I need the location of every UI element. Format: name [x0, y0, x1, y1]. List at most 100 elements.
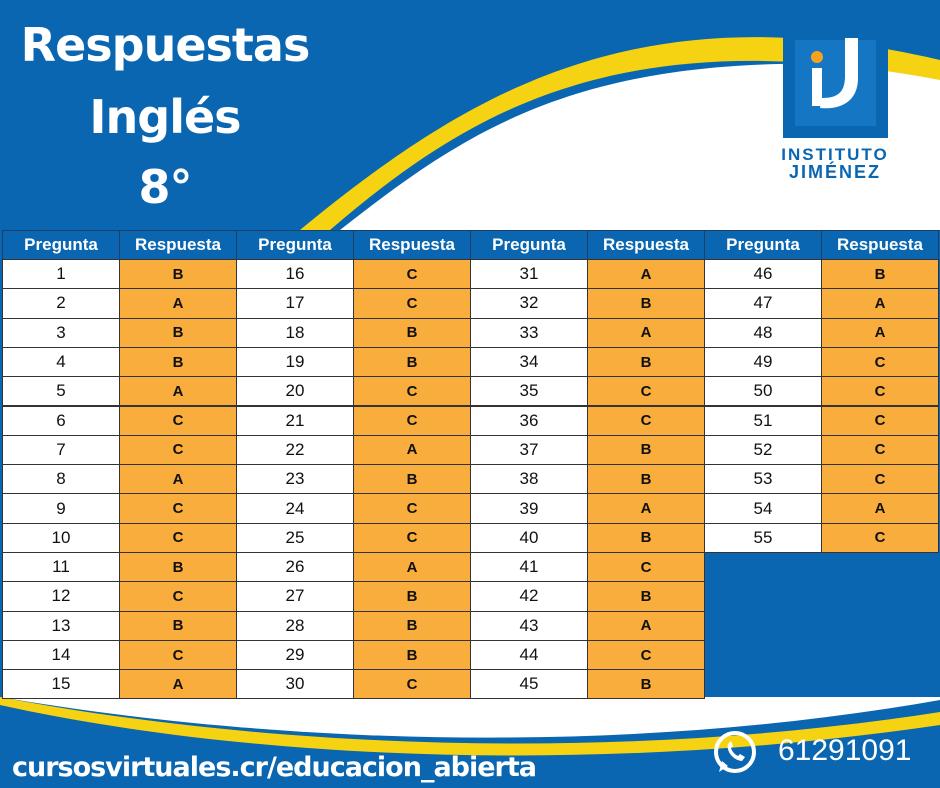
answer-letter: B — [353, 581, 471, 612]
answer-letter: B — [119, 346, 237, 378]
question-number: 18 — [236, 317, 354, 348]
answer-letter: B — [119, 552, 237, 583]
question-number: 3 — [2, 317, 120, 348]
answer-letter: C — [119, 581, 237, 612]
question-number: 53 — [704, 464, 822, 495]
answer-letter: C — [821, 434, 939, 466]
answer-letter: C — [353, 522, 471, 553]
answer-letter: A — [353, 434, 471, 466]
answer-letter: B — [119, 317, 237, 348]
whatsapp-icon — [714, 731, 756, 773]
question-number: 35 — [470, 376, 588, 407]
question-number: 13 — [2, 610, 120, 641]
answer-letter: A — [587, 317, 705, 348]
answer-letter: A — [821, 317, 939, 348]
footer-phone: 61291091 — [778, 734, 912, 767]
question-number: 11 — [2, 552, 120, 583]
answer-letter: A — [119, 288, 237, 319]
answer-letter: C — [353, 259, 471, 290]
question-number: 55 — [704, 522, 822, 553]
question-number: 41 — [470, 552, 588, 583]
answer-letter: B — [587, 464, 705, 495]
answer-letter: B — [587, 288, 705, 319]
answer-letter: A — [587, 493, 705, 524]
question-number: 20 — [236, 376, 354, 407]
question-number: 2 — [2, 288, 120, 319]
answer-letter: C — [119, 405, 237, 436]
column-header: Pregunta — [470, 230, 588, 260]
column-header: Respuesta — [353, 230, 471, 260]
answer-letter: B — [353, 346, 471, 378]
question-number: 32 — [470, 288, 588, 319]
title-line: Respuestas — [20, 18, 311, 72]
answer-letter: A — [587, 259, 705, 290]
question-number: 5 — [2, 376, 120, 407]
question-number: 29 — [236, 639, 354, 671]
answer-letter: C — [119, 522, 237, 553]
answer-letter: A — [119, 669, 237, 700]
question-number: 34 — [470, 346, 588, 378]
question-number: 45 — [470, 669, 588, 700]
question-number: 8 — [2, 464, 120, 495]
question-number: 22 — [236, 434, 354, 466]
answer-letter: A — [119, 376, 237, 407]
question-number: 30 — [236, 669, 354, 700]
question-number: 4 — [2, 346, 120, 378]
answer-letter: C — [821, 346, 939, 378]
question-number: 54 — [704, 493, 822, 524]
answer-letter: B — [353, 610, 471, 641]
question-number: 47 — [704, 288, 822, 319]
title-line: 8° — [138, 160, 192, 214]
question-number: 26 — [236, 552, 354, 583]
question-number: 19 — [236, 346, 354, 378]
column-header: Pregunta — [2, 230, 120, 260]
question-number: 46 — [704, 259, 822, 290]
answer-letter: C — [119, 434, 237, 466]
question-number: 40 — [470, 522, 588, 553]
question-number: 7 — [2, 434, 120, 466]
question-number: 23 — [236, 464, 354, 495]
question-number: 42 — [470, 581, 588, 612]
answer-letter: C — [353, 376, 471, 407]
question-number: 15 — [2, 669, 120, 700]
answer-letter: C — [821, 522, 939, 553]
answer-letter: C — [119, 493, 237, 524]
answer-letter: C — [353, 669, 471, 700]
question-number: 49 — [704, 346, 822, 378]
question-number: 27 — [236, 581, 354, 612]
answer-letter: C — [587, 376, 705, 407]
question-number: 39 — [470, 493, 588, 524]
answer-letter: C — [587, 639, 705, 671]
answer-letter: B — [587, 522, 705, 553]
footer-url: cursosvirtuales.cr/educacion_abierta — [12, 752, 537, 783]
question-number: 25 — [236, 522, 354, 553]
question-number: 36 — [470, 405, 588, 436]
answer-letter: C — [587, 405, 705, 436]
answer-letter: B — [353, 317, 471, 348]
answer-letter: B — [353, 639, 471, 671]
question-number: 1 — [2, 259, 120, 290]
answer-letter: B — [119, 610, 237, 641]
answer-letter: B — [587, 346, 705, 378]
answer-letter: A — [119, 464, 237, 495]
answer-letter: C — [821, 405, 939, 436]
question-number: 38 — [470, 464, 588, 495]
answer-letter: C — [587, 552, 705, 583]
answer-letter: C — [821, 376, 939, 407]
question-number: 14 — [2, 639, 120, 671]
answer-letter: C — [119, 639, 237, 671]
column-header: Respuesta — [119, 230, 237, 260]
question-number: 31 — [470, 259, 588, 290]
question-number: 10 — [2, 522, 120, 553]
logo-line: INSTITUTO — [781, 145, 889, 164]
question-number: 43 — [470, 610, 588, 641]
question-number: 21 — [236, 405, 354, 436]
logo-line: JIMÉNEZ — [788, 162, 881, 182]
column-header: Respuesta — [821, 230, 939, 260]
question-number: 50 — [704, 376, 822, 407]
answer-letter: B — [353, 464, 471, 495]
question-number: 33 — [470, 317, 588, 348]
answer-letter: B — [587, 434, 705, 466]
